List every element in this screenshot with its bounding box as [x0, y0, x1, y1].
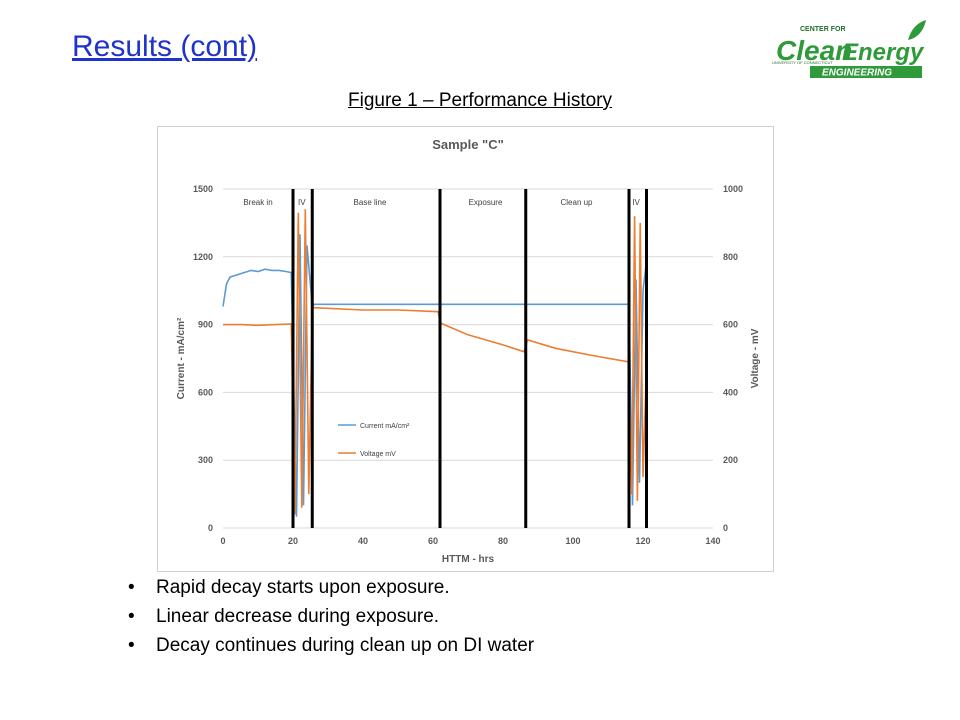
y-tick-label: 1500: [193, 184, 213, 194]
y2-axis-label: Voltage - mV: [750, 328, 761, 388]
bullet-glyph: •: [128, 606, 135, 627]
bullet-text: Decay continues during clean up on DI wa…: [156, 635, 535, 656]
x-axis-label: HTTM - hrs: [442, 554, 495, 565]
logo-word-energy: Energy: [842, 39, 925, 66]
x-tick-label: 0: [220, 536, 225, 546]
legend-label: Current mA/cm²: [360, 423, 410, 430]
region-label: Clean up: [560, 198, 593, 207]
y-axis-label: Current - mA/cm²: [176, 317, 187, 399]
x-tick-label: 140: [705, 536, 720, 546]
y2-tick-label: 600: [723, 320, 738, 330]
bullet-list: • Rapid decay starts upon exposure. • Line…: [128, 573, 534, 660]
x-tick-label: 100: [565, 536, 580, 546]
bullet-item: • Linear decrease during exposure.: [128, 602, 534, 631]
performance-history-chart: Sample "C"030060090012001500020040060080…: [176, 137, 761, 565]
slide-title-link[interactable]: Results (cont): [72, 30, 258, 63]
x-tick-label: 60: [428, 536, 438, 546]
logo-top-text: CENTER FOR: [800, 26, 846, 33]
x-tick-label: 40: [358, 536, 368, 546]
figure-caption: Figure 1 – Performance History: [348, 90, 612, 111]
chart-container: Sample "C" 0 300 600 900 1200 1500 0 200 400 600 80…: [157, 126, 774, 572]
y-tick-label: 600: [198, 387, 213, 397]
region-label: Exposure: [469, 198, 503, 207]
clean-energy-logo: CENTER FOR Clean Energy UNIVERSITY OF CO…: [770, 18, 930, 80]
y-tick-label: 300: [198, 455, 213, 465]
chart-title: Sample "C": [432, 137, 504, 152]
legend-label: Voltage mV: [360, 451, 396, 458]
x-tick-label: 80: [498, 536, 508, 546]
x-tick-label: 120: [635, 536, 650, 546]
region-label: Break in: [243, 198, 272, 207]
y-tick-label: 1200: [193, 252, 213, 262]
y2-tick-label: 1000: [723, 184, 743, 194]
y2-tick-label: 400: [723, 387, 738, 397]
logo-side-text: UNIVERSITY OF CONNECTICUT: [772, 60, 833, 65]
bullet-glyph: •: [128, 577, 135, 598]
current-series-line: [222, 234, 648, 517]
bullet-text: Linear decrease during exposure.: [156, 606, 440, 627]
y-tick-label: 0: [208, 523, 213, 533]
y2-tick-label: 0: [723, 523, 728, 533]
bullet-glyph: •: [128, 635, 135, 656]
voltage-series-line: [223, 209, 648, 515]
bullet-text: Rapid decay starts upon exposure.: [156, 577, 450, 598]
region-label: IV: [632, 198, 640, 207]
y2-tick-label: 200: [723, 455, 738, 465]
leaf-icon: [908, 20, 926, 40]
y-tick-label: 900: [198, 320, 213, 330]
logo-graphic: CENTER FOR Clean Energy UNIVERSITY OF CO…: [772, 20, 926, 79]
x-tick-label: 20: [288, 536, 298, 546]
logo-bottom-text: ENGINEERING: [822, 68, 892, 79]
region-label: IV: [298, 198, 306, 207]
logo-word-clean: Clean: [776, 35, 852, 66]
logo-band: [810, 66, 922, 78]
region-label: Base line: [354, 198, 387, 207]
bullet-item: • Decay continues during clean up on DI w…: [128, 631, 534, 660]
y2-tick-label: 800: [723, 252, 738, 262]
bullet-item: • Rapid decay starts upon exposure.: [128, 573, 534, 602]
